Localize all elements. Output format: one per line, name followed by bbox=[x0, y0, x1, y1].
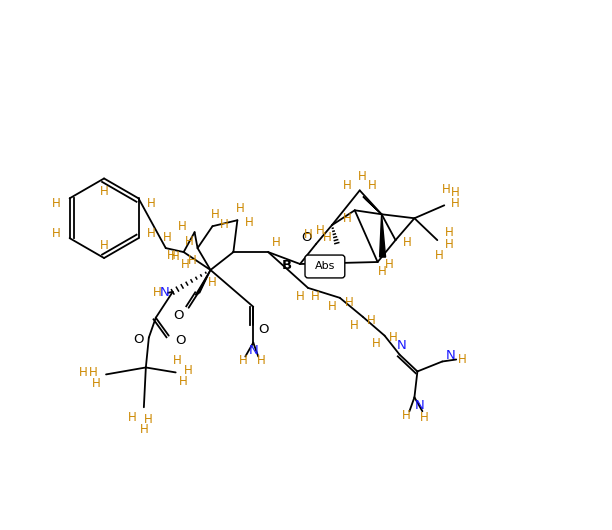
Text: N: N bbox=[160, 286, 170, 299]
Text: H: H bbox=[147, 197, 156, 210]
Text: H: H bbox=[445, 237, 453, 251]
Text: H: H bbox=[245, 216, 253, 229]
Text: H: H bbox=[451, 186, 460, 199]
Text: H: H bbox=[350, 319, 359, 332]
Text: O: O bbox=[173, 309, 184, 322]
Text: Abs: Abs bbox=[315, 261, 335, 271]
Text: N: N bbox=[414, 399, 424, 412]
Text: H: H bbox=[89, 366, 97, 379]
Text: H: H bbox=[79, 366, 88, 379]
Text: H: H bbox=[52, 227, 61, 240]
Text: H: H bbox=[420, 411, 429, 423]
Text: H: H bbox=[167, 249, 176, 261]
Text: H: H bbox=[179, 375, 188, 388]
Text: H: H bbox=[445, 226, 453, 238]
Text: H: H bbox=[342, 179, 351, 192]
Text: H: H bbox=[185, 235, 194, 248]
Text: H: H bbox=[92, 377, 100, 390]
Text: H: H bbox=[257, 354, 266, 367]
Text: O: O bbox=[133, 333, 144, 346]
Text: H: H bbox=[100, 185, 108, 198]
Text: H: H bbox=[296, 290, 304, 303]
Text: H: H bbox=[451, 197, 460, 210]
Text: H: H bbox=[327, 301, 336, 313]
Text: H: H bbox=[171, 250, 180, 262]
Text: H: H bbox=[100, 238, 108, 252]
Text: H: H bbox=[239, 354, 248, 367]
Text: H: H bbox=[188, 253, 197, 267]
Text: H: H bbox=[211, 208, 220, 221]
Text: H: H bbox=[152, 286, 161, 299]
Text: H: H bbox=[442, 183, 450, 196]
Text: H: H bbox=[372, 337, 381, 350]
Text: H: H bbox=[178, 220, 187, 233]
FancyBboxPatch shape bbox=[305, 255, 345, 278]
Polygon shape bbox=[195, 270, 211, 295]
Polygon shape bbox=[363, 197, 382, 214]
Text: H: H bbox=[52, 197, 61, 210]
Text: H: H bbox=[368, 179, 377, 192]
Text: O: O bbox=[176, 334, 186, 347]
Polygon shape bbox=[379, 214, 386, 257]
Text: H: H bbox=[435, 249, 444, 261]
Text: H: H bbox=[385, 258, 394, 270]
Text: O: O bbox=[300, 231, 312, 244]
Text: H: H bbox=[220, 218, 229, 231]
Text: H: H bbox=[147, 227, 156, 240]
Text: H: H bbox=[367, 314, 376, 327]
Text: H: H bbox=[181, 258, 190, 270]
Text: H: H bbox=[402, 409, 411, 422]
Text: N: N bbox=[446, 349, 455, 362]
Text: H: H bbox=[127, 411, 136, 423]
Text: H: H bbox=[458, 353, 466, 366]
Text: H: H bbox=[389, 331, 398, 344]
Text: H: H bbox=[163, 231, 172, 244]
Text: H: H bbox=[143, 413, 152, 426]
Text: O: O bbox=[258, 323, 269, 336]
Text: H: H bbox=[403, 236, 412, 249]
Text: N: N bbox=[248, 344, 258, 357]
Text: H: H bbox=[316, 224, 324, 237]
Text: H: H bbox=[140, 422, 148, 436]
Text: H: H bbox=[236, 202, 245, 215]
Text: H: H bbox=[304, 228, 312, 241]
Text: H: H bbox=[272, 236, 280, 249]
Text: H: H bbox=[345, 296, 353, 310]
Text: H: H bbox=[208, 277, 217, 289]
Text: H: H bbox=[310, 290, 319, 303]
Text: B: B bbox=[282, 260, 292, 272]
Text: H: H bbox=[184, 364, 193, 377]
Text: N: N bbox=[397, 339, 406, 352]
Text: H: H bbox=[378, 266, 387, 278]
Text: H: H bbox=[342, 212, 351, 225]
Text: H: H bbox=[173, 354, 182, 367]
Text: H: H bbox=[323, 231, 331, 244]
Text: H: H bbox=[359, 170, 367, 183]
